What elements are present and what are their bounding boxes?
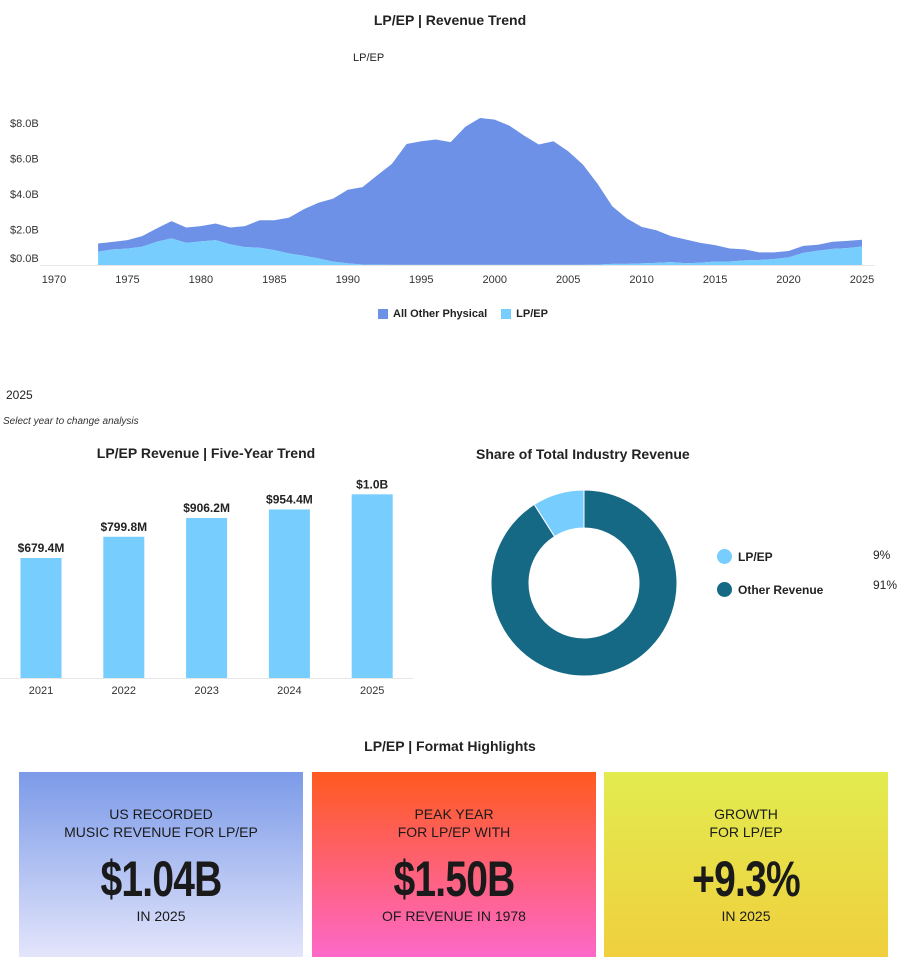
x-tick-label: 2025 (850, 274, 874, 286)
card-label: US Recorded Music Revenue for LP/EP (64, 806, 258, 840)
y-tick-label: $4.0B (10, 189, 39, 201)
x-tick-label: 2020 (776, 274, 800, 286)
bar-2022 (103, 536, 145, 678)
highlights-title: LP/EP | Format Highlights (364, 738, 536, 754)
bar-2021 (20, 558, 62, 678)
bar-data-label: $679.4M (18, 541, 65, 555)
legend-label: LP/EP (516, 308, 548, 320)
x-tick-label: 2024 (277, 685, 301, 697)
year-selector-hint: Select year to change analysis (3, 416, 139, 427)
bar-chart-title: LP/EP Revenue | Five-Year Trend (96, 445, 316, 461)
x-tick-label: 1980 (189, 274, 213, 286)
x-tick-label: 1975 (115, 274, 139, 286)
bar-data-label: $799.8M (100, 520, 147, 534)
bar-data-label: $954.4M (266, 492, 313, 506)
bar-data-label: $906.2M (183, 501, 230, 515)
legend-label: Other Revenue (738, 583, 824, 597)
x-tick-label: 2022 (112, 685, 136, 697)
area-series-lp-ep (98, 238, 862, 265)
legend-value: 9% (873, 548, 891, 562)
legend-item-all-other-physical[interactable]: All Other Physical (378, 308, 487, 320)
x-tick-label: 2000 (482, 274, 506, 286)
highlight-card-peak: Peak Year for LP/EP with $1.50B of Revenu… (312, 772, 596, 957)
bar-2024 (268, 509, 310, 678)
highlight-card-growth: Growth for LP/EP +9.3% In 2025 (604, 772, 888, 957)
card-sub: In 2025 (136, 908, 186, 924)
donut-chart (490, 489, 678, 677)
card-label: Peak Year for LP/EP with (397, 806, 511, 840)
bar-chart: $679.4M 2021 $799.8M 2022 $906.2M 2023 $954.4M… (0, 477, 413, 697)
area-chart-subtitle: LP/EP (353, 52, 385, 64)
legend-dot (717, 582, 732, 597)
card-sub: of Revenue in 1978 (382, 908, 526, 924)
x-tick-label: 2005 (556, 274, 580, 286)
y-tick-label: $2.0B (10, 225, 39, 237)
card-value: $1.50B (393, 851, 515, 907)
y-tick-label: $0.0B (10, 253, 39, 265)
bar-2025 (351, 494, 393, 678)
x-tick-label: 2023 (194, 685, 218, 697)
y-tick-label: $6.0B (10, 154, 39, 166)
donut-legend: LP/EP 9% Other Revenue 91% (717, 548, 897, 614)
x-tick-label: 1990 (336, 274, 360, 286)
legend-label: LP/EP (738, 550, 773, 564)
y-tick-label: $8.0B (10, 118, 39, 130)
legend-label: All Other Physical (393, 308, 488, 320)
legend-swatch (378, 309, 388, 319)
donut-title: Share of Total Industry Revenue (476, 446, 690, 462)
x-tick-label: 1985 (262, 274, 286, 286)
x-tick-label: 2010 (629, 274, 653, 286)
bar-data-label: $1.0B (356, 477, 388, 491)
donut-slice-other-revenue (490, 489, 678, 677)
card-value: $1.04B (100, 851, 222, 907)
legend-item-lp-ep[interactable]: LP/EP (501, 308, 548, 320)
x-tick-label: 1970 (42, 274, 66, 286)
x-tick-label: 2025 (360, 685, 384, 697)
x-tick-label: 2021 (29, 685, 53, 697)
area-chart-title: LP/EP | Revenue Trend (373, 12, 527, 28)
bar-2023 (186, 517, 228, 678)
card-sub: In 2025 (721, 908, 771, 924)
donut-legend-item-lp-ep[interactable]: LP/EP 9% (717, 548, 897, 581)
legend-dot (717, 549, 732, 564)
legend-swatch (501, 309, 512, 319)
legend-value: 91% (873, 578, 898, 592)
card-label: Growth for LP/EP (709, 806, 783, 840)
year-selector[interactable]: 2025 (6, 388, 33, 402)
area-series-all-other-physical (98, 118, 862, 265)
area-chart: $0.0B $2.0B $4.0B $6.0B $8.0B 1970 1975 1980 198… (10, 118, 875, 286)
x-tick-label: 1995 (409, 274, 433, 286)
highlight-card-revenue: US Recorded Music Revenue for LP/EP $1.04… (19, 772, 303, 957)
donut-legend-item-other-revenue[interactable]: Other Revenue 91% (717, 578, 898, 614)
x-tick-label: 2015 (703, 274, 727, 286)
card-value: +9.3% (692, 851, 801, 907)
area-legend: All Other Physical LP/EP (378, 308, 548, 320)
